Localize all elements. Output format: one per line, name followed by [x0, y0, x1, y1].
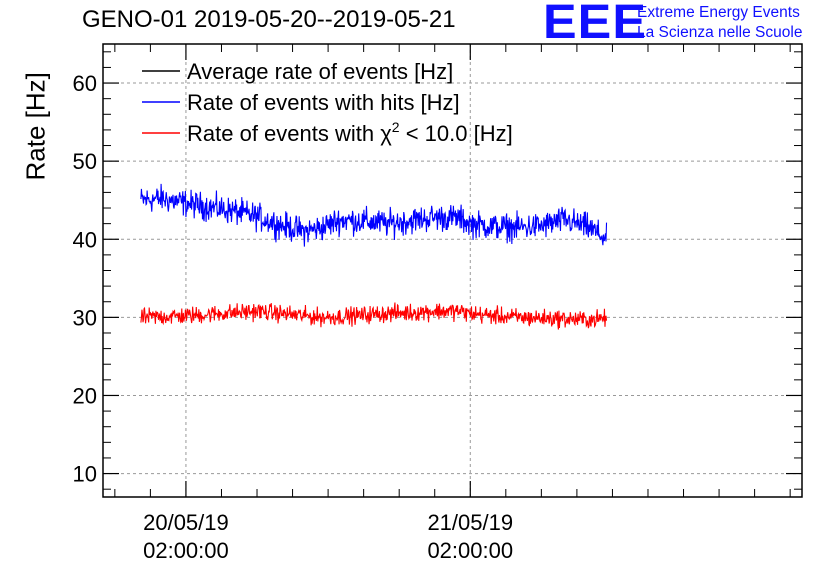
- x-tick-label-time: 02:00:00: [143, 538, 229, 563]
- series-line-2: [140, 302, 608, 330]
- axis-ticks: 10 20 30 40 50 60 20/05/19 02:00:00 21/05/19 02:0…: [73, 44, 802, 563]
- grid-lines: [103, 44, 802, 497]
- legend-chi2-suffix: < 10.0 [Hz]: [400, 121, 513, 146]
- legend-chi2-prefix: Rate of events with: [187, 121, 380, 146]
- y-tick-label: 50: [73, 149, 97, 174]
- legend-label-chi2: Rate of events with χ2 < 10.0 [Hz]: [187, 119, 513, 146]
- y-tick-label: 60: [73, 71, 97, 96]
- x-tick-label-time: 02:00:00: [427, 538, 513, 563]
- legend-label-hits: Rate of events with hits [Hz]: [187, 90, 460, 115]
- chart-title: GENO-01 2019-05-20--2019-05-21: [82, 6, 456, 33]
- legend-chi-symbol: χ: [380, 121, 392, 146]
- eee-logo: EEE: [543, 0, 647, 49]
- x-tick-label-date: 21/05/19: [427, 510, 513, 535]
- legend: Average rate of events [Hz] Rate of even…: [142, 59, 513, 146]
- legend-label-average: Average rate of events [Hz]: [187, 59, 453, 84]
- y-tick-label: 30: [73, 305, 97, 330]
- y-tick-label: 20: [73, 383, 97, 408]
- x-tick-label-date: 20/05/19: [143, 510, 229, 535]
- y-tick-label: 40: [73, 227, 97, 252]
- series-lines: [140, 183, 608, 330]
- y-tick-label: 10: [73, 462, 97, 487]
- series-line-1: [140, 183, 608, 247]
- legend-superscript: 2: [392, 119, 400, 135]
- logo-line-2: La Scienza nelle Scuole: [637, 24, 803, 41]
- logo-line-1: Extreme Energy Events: [637, 4, 800, 21]
